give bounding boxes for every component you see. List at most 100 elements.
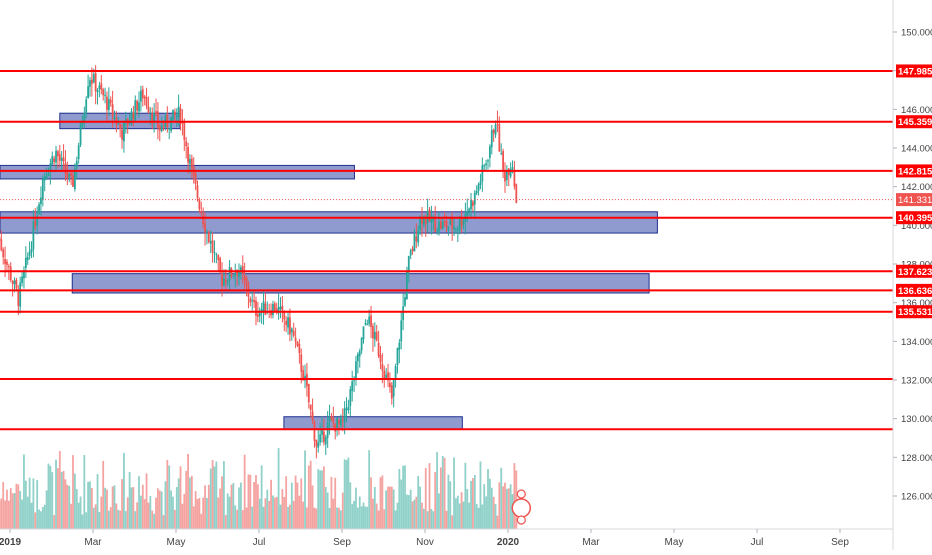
volume-bar [315,509,317,529]
volume-bar [197,499,199,529]
candle-body [149,113,151,115]
volume-bar [449,481,451,529]
volume-bar [406,495,408,529]
volume-bar [370,477,372,529]
candle-body [155,111,157,113]
candle-body [447,226,449,230]
volume-bar [444,458,446,529]
candle-body [217,255,219,260]
event-marker-icon [512,499,530,517]
support-resistance-zone [0,165,354,179]
candle-body [172,110,174,120]
candle-body [178,107,180,117]
volume-bar [80,496,82,529]
candle-body [42,179,44,200]
candle-body [502,151,504,170]
candle-body [185,141,187,146]
volume-bar [183,494,185,529]
volume-bar [327,493,329,529]
volume-bar [161,491,163,529]
volume-bar [308,466,310,529]
candle-body [444,221,446,222]
volume-bar [368,450,370,529]
volume-bar [61,472,63,529]
candle-body [29,251,31,256]
candle-body [121,130,123,140]
volume-bar [14,493,16,529]
candle-body [263,301,265,311]
candle-body [200,211,202,213]
candle-body [297,342,299,346]
candle-body [474,193,476,205]
candle-body [374,332,376,339]
volume-bar [432,511,434,529]
volume-bar [180,466,182,529]
volume-bar [249,475,251,529]
volume-bar [414,500,416,529]
volume-bar [295,476,297,529]
volume-bar [283,497,285,529]
volume-bar [253,482,255,529]
y-tick-label: 144.000 [901,144,932,155]
volume-bar [366,507,368,529]
candle-body [242,266,244,274]
candle-body [327,423,329,438]
candle-body [191,159,193,168]
volume-bar [185,471,187,529]
volume-bar [298,496,300,529]
candle-body [470,200,472,209]
volume-bar [353,501,355,529]
candle-body [8,266,10,267]
volume-bar [436,452,438,529]
volume-bar [123,453,125,529]
candle-body [0,239,2,250]
volume-bar [506,489,508,529]
event-marker-icon [517,516,525,524]
candle-body [459,219,461,230]
volume-bar [385,490,387,529]
candle-body [372,326,374,338]
candle-body [489,146,491,158]
x-tick-label: Nov [416,537,434,548]
support-resistance-zone [284,417,462,430]
volume-bar [266,490,268,529]
volume-bar [268,501,270,529]
volume-bar [306,508,308,529]
volume-bar [514,463,516,529]
candle-body [53,158,55,162]
current-price-label: 141.331 [898,195,932,206]
candle-body [102,89,104,95]
x-tick-label: Jul [751,537,764,548]
candle-body [255,301,257,316]
volume-bar [285,476,287,529]
candle-body [89,80,91,87]
volume-bar [99,512,101,529]
volume-bar [297,483,299,529]
candle-body [291,329,293,333]
volume-bar [202,498,204,529]
candle-body [100,83,102,90]
volume-bar [270,480,272,529]
volume-bar [500,468,502,529]
candle-body [274,303,276,311]
volume-bar [4,500,6,529]
volume-bar [404,465,406,529]
volume-bar [272,496,274,529]
volume-bar [53,515,55,529]
candle-body [478,184,480,190]
volume-bar [497,516,499,529]
volume-bar [212,460,214,529]
candle-body [336,418,338,430]
volume-bar [397,503,399,529]
volume-bar [168,465,170,529]
candle-body [17,291,19,306]
volume-bar [242,510,244,529]
volume-bar [495,504,497,529]
volume-bar [349,482,351,529]
volume-bar [191,476,193,529]
candle-body [251,300,253,301]
candle-body [244,275,246,280]
candle-body [348,407,350,410]
x-tick-label: Jul [253,537,266,548]
